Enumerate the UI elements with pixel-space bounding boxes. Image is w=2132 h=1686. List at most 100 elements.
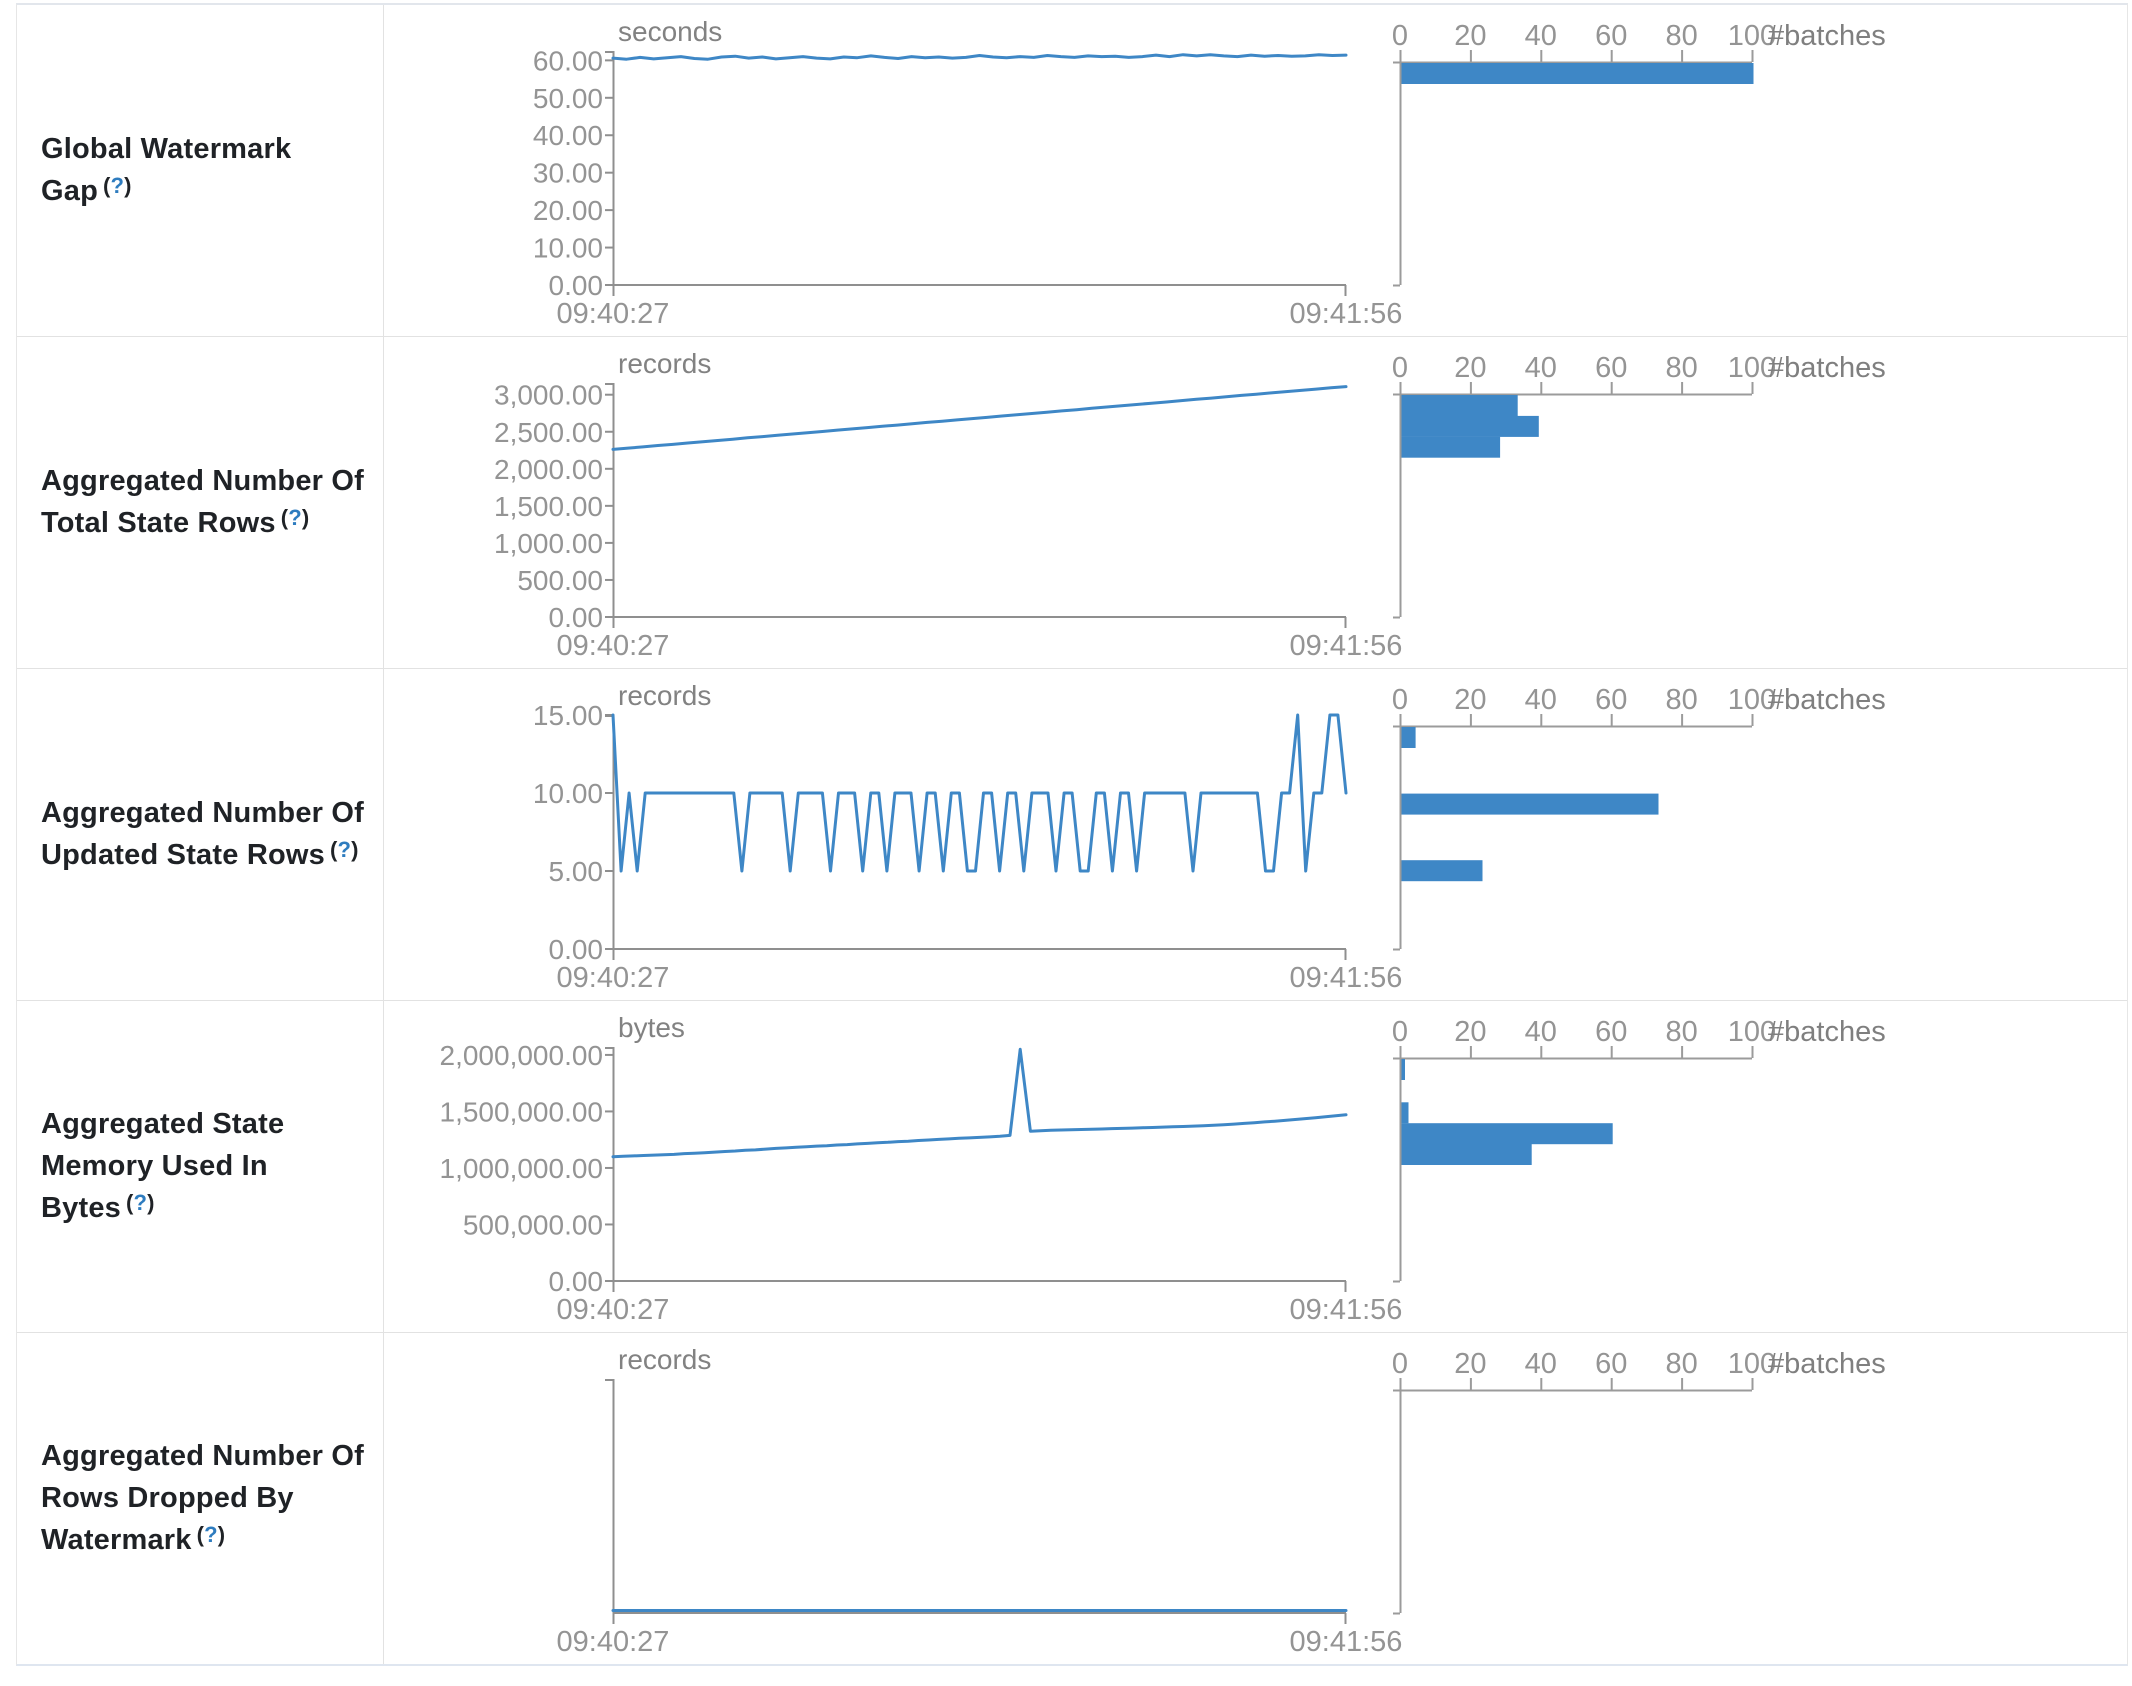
help-paren-close: ) xyxy=(217,1521,226,1547)
metric-name-text: Aggregated Number Of Total State Rows xyxy=(41,464,365,539)
y-tick-label: 0.00 xyxy=(549,602,604,633)
x-end-label: 09:41:56 xyxy=(1290,1626,1403,1658)
help-link[interactable]: (?) xyxy=(197,1522,226,1547)
hist-tick-label: 40 xyxy=(1525,20,1557,52)
metric-row-rows-dropped-by-watermark: Aggregated Number Of Rows Dropped By Wat… xyxy=(17,1332,2127,1664)
hist-bar xyxy=(1401,415,1539,437)
hist-tick-label: 20 xyxy=(1454,684,1486,716)
hist-tick-label: 0 xyxy=(1392,352,1408,384)
y-tick-label: 20.00 xyxy=(533,195,603,226)
hist-bar xyxy=(1401,395,1518,416)
metric-label-cell: Aggregated State Memory Used In Bytes (?) xyxy=(17,1001,384,1332)
help-question-link[interactable]: ? xyxy=(337,836,352,862)
hist-tick-label: 60 xyxy=(1595,20,1627,52)
y-tick-label: 1,500,000.00 xyxy=(440,1096,604,1127)
hist-tick-label: 0 xyxy=(1392,1348,1408,1380)
timeline-and-histogram-chart: bytes 2,000,000.00 1,500,000.00 1,000,000.0… xyxy=(440,1012,1886,1326)
x-end-label: 09:41:56 xyxy=(1290,1294,1403,1326)
metric-label-cell: Aggregated Number Of Updated State Rows(… xyxy=(17,669,384,1000)
help-paren-open: ( xyxy=(280,504,289,530)
help-paren-close: ) xyxy=(147,1189,155,1215)
unit-label: records xyxy=(618,348,711,379)
help-question-link[interactable]: ? xyxy=(204,1521,218,1547)
hist-tick-label: 20 xyxy=(1454,1016,1486,1048)
y-tick-label: 50.00 xyxy=(533,83,603,114)
hist-axis-title: #batches xyxy=(1768,1016,1886,1048)
metric-row-updated-state-rows: Aggregated Number Of Updated State Rows(… xyxy=(17,668,2127,1000)
y-tick-label: 10.00 xyxy=(533,778,603,809)
metric-name-text: Aggregated State Memory Used In Bytes xyxy=(41,1107,285,1224)
help-paren-close: ) xyxy=(301,504,310,530)
chart-cell: bytes 2,000,000.00 1,500,000.00 1,000,000.0… xyxy=(384,1001,2127,1332)
help-link[interactable]: (?) xyxy=(126,1190,155,1215)
help-question-link[interactable]: ? xyxy=(133,1189,148,1215)
help-link[interactable]: (?) xyxy=(330,837,359,862)
y-tick-label: 0.00 xyxy=(549,934,604,965)
metric-label-cell: Aggregated Number Of Total State Rows (?) xyxy=(17,337,384,668)
y-tick-label: 500,000.00 xyxy=(463,1209,603,1240)
hist-tick-label: 20 xyxy=(1454,20,1486,52)
help-paren-open: ( xyxy=(196,1521,205,1547)
y-tick-label: 60.00 xyxy=(533,45,603,76)
help-paren-close: ) xyxy=(351,836,359,862)
x-start-label: 09:40:27 xyxy=(557,630,670,662)
chart-cell: records 15.00 10.00 5.00 0.00 09:40:27 09:41:5… xyxy=(384,669,2127,1000)
metric-row-global-watermark-gap: Global Watermark Gap (?) seconds 60.00 50.0… xyxy=(17,5,2127,336)
hist-tick-label: 100 xyxy=(1728,1348,1776,1380)
hist-tick-label: 60 xyxy=(1595,684,1627,716)
help-paren-open: ( xyxy=(103,172,111,198)
hist-tick-label: 100 xyxy=(1728,352,1776,384)
metric-name-text: Aggregated Number Of Rows Dropped By Wat… xyxy=(41,1439,365,1556)
chart-cell: records 3,000.00 2,500.00 2,000.00 1,500.00 1… xyxy=(384,337,2127,668)
metric-name: Aggregated Number Of Updated State Rows(… xyxy=(41,792,371,878)
y-tick-label: 1,500.00 xyxy=(494,491,603,522)
hist-tick-label: 40 xyxy=(1525,1016,1557,1048)
timeline-data-line xyxy=(611,53,1348,61)
help-link[interactable]: (?) xyxy=(103,173,132,198)
help-link[interactable]: (?) xyxy=(281,505,310,530)
hist-tick-label: 0 xyxy=(1392,684,1408,716)
hist-tick-label: 100 xyxy=(1728,1016,1776,1048)
hist-tick-label: 60 xyxy=(1595,352,1627,384)
hist-tick-label: 100 xyxy=(1728,20,1776,52)
y-tick-label: 1,000.00 xyxy=(494,528,603,559)
help-question-link[interactable]: ? xyxy=(110,172,125,198)
x-end-label: 09:41:56 xyxy=(1290,298,1403,330)
help-paren-open: ( xyxy=(329,836,338,862)
metric-name: Aggregated State Memory Used In Bytes (?) xyxy=(41,1103,371,1231)
x-end-label: 09:41:56 xyxy=(1290,630,1403,662)
hist-tick-label: 80 xyxy=(1665,20,1697,52)
x-start-label: 09:40:27 xyxy=(557,1626,670,1658)
help-paren-close: ) xyxy=(124,172,132,198)
timeline-data-line xyxy=(611,385,1348,451)
chart-cell: seconds 60.00 50.00 40.00 30.00 20.00 10.00 0.0… xyxy=(384,5,2127,336)
hist-tick-label: 40 xyxy=(1525,1348,1557,1380)
hist-tick-label: 0 xyxy=(1392,1016,1408,1048)
unit-label: records xyxy=(618,1344,711,1375)
metric-label-cell: Global Watermark Gap (?) xyxy=(17,5,384,336)
hist-tick-label: 40 xyxy=(1525,352,1557,384)
y-tick-label: 30.00 xyxy=(533,158,603,189)
timeline-data-line xyxy=(611,1047,1348,1159)
y-tick-label: 40.00 xyxy=(533,120,603,151)
metric-label-cell: Aggregated Number Of Rows Dropped By Wat… xyxy=(17,1333,384,1664)
metric-name: Aggregated Number Of Rows Dropped By Wat… xyxy=(41,1435,371,1563)
metric-row-state-memory-used: Aggregated State Memory Used In Bytes (?)… xyxy=(17,1000,2127,1332)
hist-tick-label: 80 xyxy=(1665,1016,1697,1048)
metric-row-total-state-rows: Aggregated Number Of Total State Rows (?)… xyxy=(17,336,2127,668)
hist-axis-title: #batches xyxy=(1768,684,1886,716)
hist-axis-title: #batches xyxy=(1768,1348,1886,1380)
metric-name: Global Watermark Gap (?) xyxy=(41,128,371,214)
hist-tick-label: 80 xyxy=(1665,684,1697,716)
unit-label: seconds xyxy=(618,16,722,47)
hist-axis-title: #batches xyxy=(1768,352,1886,384)
x-start-label: 09:40:27 xyxy=(557,1294,670,1326)
x-start-label: 09:40:27 xyxy=(557,298,670,330)
timeline-and-histogram-chart: records 09:40:27 09:41:56 0 20 40 60 80 100#batc… xyxy=(557,1344,1886,1658)
hist-bar xyxy=(1401,63,1754,84)
y-tick-label: 15.00 xyxy=(533,700,603,731)
y-tick-label: 0.00 xyxy=(549,1266,604,1297)
help-question-link[interactable]: ? xyxy=(288,504,302,530)
y-tick-label: 2,500.00 xyxy=(494,417,603,448)
